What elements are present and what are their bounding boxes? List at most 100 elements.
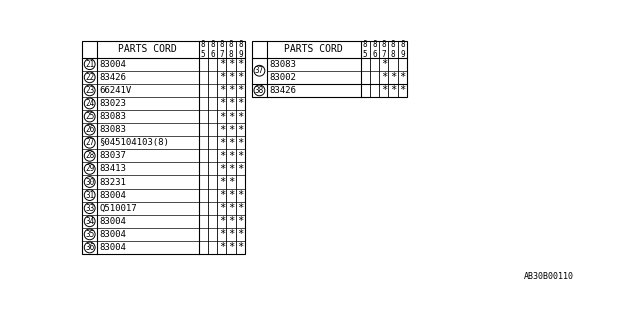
Text: PARTS CORD: PARTS CORD bbox=[118, 44, 177, 54]
Text: 83023: 83023 bbox=[99, 99, 126, 108]
Text: *: * bbox=[228, 164, 234, 174]
Text: *: * bbox=[219, 72, 225, 82]
Text: *: * bbox=[237, 203, 244, 213]
Text: 24: 24 bbox=[85, 99, 94, 108]
Text: 25: 25 bbox=[85, 112, 94, 121]
Text: 31: 31 bbox=[85, 191, 94, 200]
Text: 36: 36 bbox=[85, 243, 94, 252]
Text: *: * bbox=[381, 85, 387, 95]
Text: 83004: 83004 bbox=[99, 243, 126, 252]
Text: *: * bbox=[237, 85, 244, 95]
Text: *: * bbox=[219, 164, 225, 174]
Text: *: * bbox=[399, 72, 406, 82]
Text: *: * bbox=[219, 203, 225, 213]
Text: 30: 30 bbox=[85, 178, 94, 187]
Text: *: * bbox=[219, 151, 225, 161]
Text: 8
7: 8 7 bbox=[381, 40, 386, 59]
Text: 28: 28 bbox=[85, 151, 94, 160]
Text: *: * bbox=[219, 177, 225, 187]
Text: *: * bbox=[228, 72, 234, 82]
Text: *: * bbox=[237, 190, 244, 200]
Text: *: * bbox=[228, 243, 234, 252]
Bar bbox=[83, 41, 245, 254]
Text: *: * bbox=[228, 203, 234, 213]
Text: *: * bbox=[219, 125, 225, 135]
Text: *: * bbox=[219, 59, 225, 69]
Text: 83083: 83083 bbox=[99, 125, 126, 134]
Text: 23: 23 bbox=[85, 86, 94, 95]
Text: 83004: 83004 bbox=[99, 217, 126, 226]
Text: *: * bbox=[237, 164, 244, 174]
Text: *: * bbox=[237, 99, 244, 108]
Text: *: * bbox=[228, 112, 234, 122]
Text: *: * bbox=[219, 112, 225, 122]
Text: *: * bbox=[228, 229, 234, 239]
Text: 22: 22 bbox=[85, 73, 94, 82]
Text: 8
6: 8 6 bbox=[372, 40, 377, 59]
Text: *: * bbox=[237, 229, 244, 239]
Bar bbox=[252, 41, 407, 97]
Text: *: * bbox=[219, 216, 225, 226]
Text: *: * bbox=[381, 59, 387, 69]
Text: *: * bbox=[237, 72, 244, 82]
Text: Q510017: Q510017 bbox=[99, 204, 137, 213]
Text: *: * bbox=[237, 59, 244, 69]
Text: 38: 38 bbox=[255, 86, 264, 95]
Text: 8
8: 8 8 bbox=[229, 40, 234, 59]
Text: 83083: 83083 bbox=[99, 112, 126, 121]
Text: 8
5: 8 5 bbox=[201, 40, 205, 59]
Text: *: * bbox=[228, 177, 234, 187]
Text: *: * bbox=[399, 85, 406, 95]
Text: 8
5: 8 5 bbox=[363, 40, 367, 59]
Text: *: * bbox=[237, 216, 244, 226]
Text: *: * bbox=[219, 85, 225, 95]
Text: 8
9: 8 9 bbox=[400, 40, 404, 59]
Text: 27: 27 bbox=[85, 138, 94, 147]
Text: 8
9: 8 9 bbox=[238, 40, 243, 59]
Text: 29: 29 bbox=[85, 164, 94, 173]
Text: *: * bbox=[390, 85, 396, 95]
Text: *: * bbox=[228, 190, 234, 200]
Text: 83426: 83426 bbox=[269, 86, 296, 95]
Text: *: * bbox=[381, 72, 387, 82]
Text: 83083: 83083 bbox=[269, 60, 296, 69]
Text: *: * bbox=[237, 138, 244, 148]
Text: *: * bbox=[228, 125, 234, 135]
Text: 33: 33 bbox=[85, 204, 94, 213]
Text: 83413: 83413 bbox=[99, 164, 126, 173]
Text: 83231: 83231 bbox=[99, 178, 126, 187]
Text: *: * bbox=[390, 72, 396, 82]
Text: *: * bbox=[228, 85, 234, 95]
Text: 8
7: 8 7 bbox=[220, 40, 224, 59]
Text: 8
8: 8 8 bbox=[391, 40, 396, 59]
Text: 8
6: 8 6 bbox=[210, 40, 215, 59]
Text: *: * bbox=[237, 125, 244, 135]
Text: *: * bbox=[228, 138, 234, 148]
Text: 83004: 83004 bbox=[99, 230, 126, 239]
Text: *: * bbox=[228, 59, 234, 69]
Text: *: * bbox=[219, 190, 225, 200]
Text: PARTS CORD: PARTS CORD bbox=[284, 44, 343, 54]
Text: 83002: 83002 bbox=[269, 73, 296, 82]
Text: 66241V: 66241V bbox=[99, 86, 132, 95]
Text: 83037: 83037 bbox=[99, 151, 126, 160]
Text: *: * bbox=[228, 216, 234, 226]
Text: 37: 37 bbox=[255, 66, 264, 75]
Text: *: * bbox=[219, 99, 225, 108]
Text: 34: 34 bbox=[85, 217, 94, 226]
Text: *: * bbox=[237, 151, 244, 161]
Text: 83004: 83004 bbox=[99, 60, 126, 69]
Text: 83426: 83426 bbox=[99, 73, 126, 82]
Text: 26: 26 bbox=[85, 125, 94, 134]
Text: §045104103(8): §045104103(8) bbox=[99, 138, 169, 147]
Text: 83004: 83004 bbox=[99, 191, 126, 200]
Text: *: * bbox=[228, 151, 234, 161]
Text: *: * bbox=[219, 229, 225, 239]
Text: *: * bbox=[219, 243, 225, 252]
Text: AB30B00110: AB30B00110 bbox=[524, 272, 573, 281]
Text: *: * bbox=[237, 112, 244, 122]
Text: *: * bbox=[228, 99, 234, 108]
Text: 35: 35 bbox=[85, 230, 94, 239]
Text: *: * bbox=[219, 138, 225, 148]
Text: *: * bbox=[237, 243, 244, 252]
